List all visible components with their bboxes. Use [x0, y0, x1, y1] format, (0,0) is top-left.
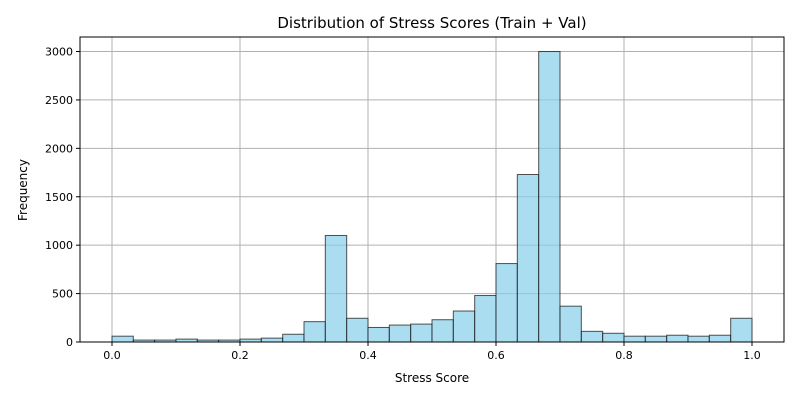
y-tick-label: 500	[52, 288, 73, 301]
y-axis-ticks: 0 500 1000 1500 2000 2500 3000	[45, 46, 80, 349]
histogram-bar	[687, 335, 710, 343]
histogram-bar	[495, 263, 518, 343]
x-tick-label: 0.0	[103, 349, 121, 362]
histogram-bar	[538, 51, 561, 343]
histogram-bar	[730, 317, 753, 343]
histogram-bar	[452, 310, 476, 343]
histogram-bar	[431, 319, 454, 343]
histogram-bar	[474, 295, 497, 343]
histogram-bar	[260, 337, 284, 343]
grid-lines	[80, 37, 784, 343]
x-tick-label: 1.0	[743, 349, 761, 362]
plot-frame	[79, 36, 785, 343]
y-tick-label: 1500	[45, 191, 73, 204]
histogram-bar	[111, 335, 134, 343]
y-tick-label: 2500	[45, 94, 73, 107]
histogram-bar	[708, 334, 732, 343]
histogram-bar	[559, 305, 582, 343]
histogram-bar	[346, 317, 369, 343]
chart-title: Distribution of Stress Scores (Train + V…	[277, 14, 586, 32]
histogram-bar	[303, 321, 326, 343]
y-tick-label: 2000	[45, 142, 73, 155]
histogram-bar	[623, 335, 646, 343]
histogram-bar	[324, 234, 348, 343]
y-tick-label: 3000	[45, 46, 73, 59]
histogram-bar	[388, 324, 412, 343]
x-tick-label: 0.2	[231, 349, 249, 362]
x-tick-label: 0.8	[615, 349, 633, 362]
histogram-bar	[367, 326, 390, 343]
y-tick-label: 0	[66, 336, 73, 349]
histogram-bar	[282, 333, 305, 343]
y-axis-label: Frequency	[16, 159, 30, 221]
histogram-bar	[644, 335, 668, 343]
x-axis-label: Stress Score	[395, 371, 469, 385]
histogram-bar	[580, 330, 604, 343]
x-tick-label: 0.4	[359, 349, 377, 362]
histogram-bar	[666, 334, 689, 343]
y-tick-label: 1000	[45, 239, 73, 252]
histogram-bar	[410, 323, 433, 343]
histogram-bar	[516, 173, 540, 343]
x-axis-ticks: 0.0 0.2 0.4 0.6 0.8 1.0	[103, 342, 761, 362]
x-tick-label: 0.6	[487, 349, 505, 362]
histogram-bar	[602, 332, 625, 343]
